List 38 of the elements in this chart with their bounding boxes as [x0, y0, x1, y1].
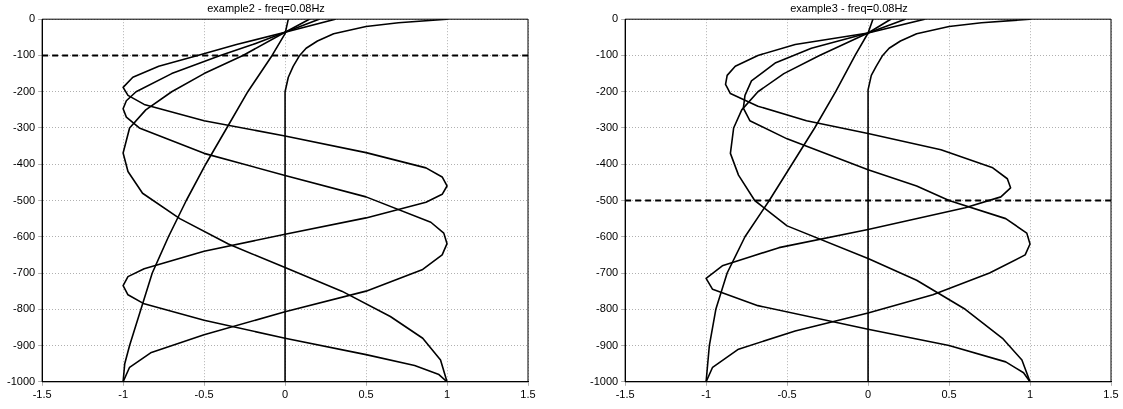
x-tick-label: 1 [1026, 388, 1034, 401]
x-tick-label: -1.5 [32, 388, 52, 401]
x-tick-label: 0 [282, 388, 289, 401]
x-tick-label: -1.5 [615, 388, 635, 401]
y-tick-label: -900 [13, 338, 36, 351]
y-tick-label: 0 [29, 12, 36, 25]
y-tick-label: -400 [596, 157, 619, 170]
y-tick-label: -1000 [6, 374, 36, 387]
y-tick-label: -100 [596, 48, 619, 61]
y-tick-label: -400 [13, 157, 36, 170]
x-tick-label: 1 [443, 388, 451, 401]
y-tick-label: -700 [13, 266, 36, 279]
x-tick-label: 0.5 [941, 388, 957, 401]
y-tick-label: -500 [13, 193, 36, 206]
y-tick-label: 0 [612, 12, 619, 25]
x-tick-label: 0 [865, 388, 872, 401]
y-tick-label: -200 [596, 84, 619, 97]
y-tick-label: -900 [596, 338, 619, 351]
x-tick-label: -0.5 [194, 388, 214, 401]
x-tick-label: 0.5 [358, 388, 374, 401]
y-tick-label: -300 [596, 121, 619, 134]
x-tick-label: -1 [701, 388, 711, 401]
y-tick-label: -300 [13, 121, 36, 134]
y-tick-label: -500 [596, 193, 619, 206]
y-tick-label: -1000 [589, 374, 619, 387]
x-tick-label: -1 [118, 388, 128, 401]
y-tick-label: -200 [13, 84, 36, 97]
y-tick-label: -100 [13, 48, 36, 61]
y-tick-label: -600 [13, 229, 36, 242]
chart-title: example2 - freq=0.08Hz [207, 1, 325, 14]
x-tick-label: 1.5 [1103, 388, 1119, 401]
x-tick-label: 1.5 [520, 388, 536, 401]
y-tick-label: -800 [13, 302, 36, 315]
chart-title: example3 - freq=0.08Hz [790, 1, 908, 14]
y-tick-label: -700 [596, 266, 619, 279]
y-tick-label: -800 [596, 302, 619, 315]
y-tick-label: -600 [596, 229, 619, 242]
x-tick-label: -0.5 [777, 388, 797, 401]
